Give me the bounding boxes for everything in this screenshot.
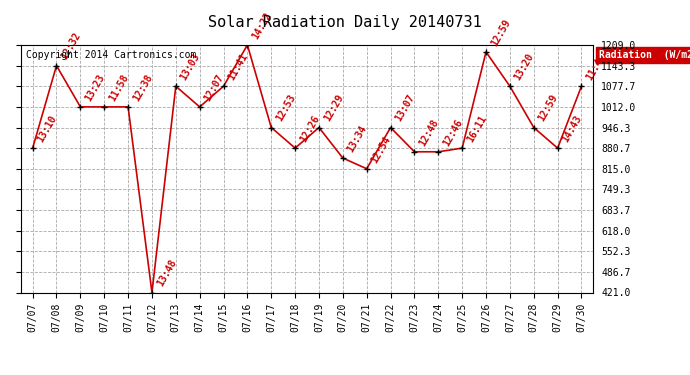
Text: 12:59: 12:59 xyxy=(489,17,512,48)
Text: Radiation  (W/m2): Radiation (W/m2) xyxy=(599,50,690,60)
Text: 12:54: 12:54 xyxy=(369,134,393,165)
Text: 11:58: 11:58 xyxy=(107,72,130,103)
Text: 11:41: 11:41 xyxy=(226,52,250,82)
Text: 14:22: 14:22 xyxy=(250,10,273,41)
Text: 13:07: 13:07 xyxy=(393,93,417,123)
Text: 16:11: 16:11 xyxy=(465,114,489,144)
Text: 12:26: 12:26 xyxy=(298,114,322,144)
Text: 13:48: 13:48 xyxy=(155,258,178,288)
Text: Solar Radiation Daily 20140731: Solar Radiation Daily 20140731 xyxy=(208,15,482,30)
Text: 12:29: 12:29 xyxy=(322,93,345,123)
Text: 13:20: 13:20 xyxy=(513,52,536,82)
Text: 12:38: 12:38 xyxy=(131,72,154,103)
Text: 14:43: 14:43 xyxy=(560,114,584,144)
Text: 12:32: 12:32 xyxy=(59,31,83,62)
Text: 12:53: 12:53 xyxy=(274,93,297,123)
Text: 13:03: 13:03 xyxy=(179,52,202,82)
Text: 11:43: 11:43 xyxy=(584,52,608,82)
Text: 12:46: 12:46 xyxy=(441,117,464,148)
Text: 12:07: 12:07 xyxy=(202,72,226,103)
Text: Copyright 2014 Cartronics.com: Copyright 2014 Cartronics.com xyxy=(26,50,197,60)
Text: 12:59: 12:59 xyxy=(537,93,560,123)
Text: 13:10: 13:10 xyxy=(35,114,59,144)
Text: 13:23: 13:23 xyxy=(83,72,106,103)
Text: 12:48: 12:48 xyxy=(417,117,440,148)
Text: 13:34: 13:34 xyxy=(346,123,369,154)
